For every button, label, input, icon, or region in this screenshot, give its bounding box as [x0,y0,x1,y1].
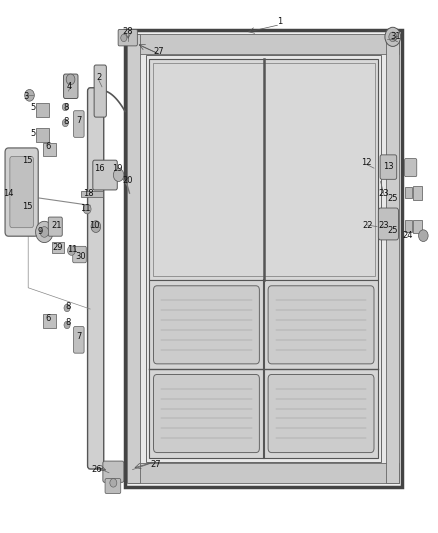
FancyBboxPatch shape [48,217,62,236]
Text: 8: 8 [64,117,69,126]
FancyBboxPatch shape [74,111,84,138]
Circle shape [64,304,70,312]
FancyBboxPatch shape [103,461,124,482]
Circle shape [113,168,124,181]
Bar [81,191,103,197]
Text: 6: 6 [45,314,50,323]
Text: 23: 23 [379,189,389,198]
Text: 16: 16 [94,164,104,173]
Bar [149,59,378,280]
FancyBboxPatch shape [380,155,397,179]
FancyBboxPatch shape [73,246,86,263]
Text: 25: 25 [388,226,398,235]
Bar [405,187,413,198]
FancyBboxPatch shape [268,375,374,453]
Circle shape [62,103,68,111]
Circle shape [64,321,70,329]
FancyBboxPatch shape [64,74,78,99]
Circle shape [40,227,49,237]
FancyBboxPatch shape [405,159,417,176]
Text: 5: 5 [31,102,36,111]
FancyBboxPatch shape [5,148,38,236]
Text: 19: 19 [113,164,123,173]
FancyBboxPatch shape [153,286,259,364]
FancyBboxPatch shape [105,479,121,494]
Text: 12: 12 [361,158,372,167]
Text: 21: 21 [51,221,62,230]
Text: 27: 27 [153,47,164,55]
Text: 8: 8 [64,102,69,111]
Bar [129,34,399,54]
Text: 31: 31 [391,33,401,42]
Bar [129,463,399,483]
Text: 18: 18 [83,189,93,198]
Circle shape [25,90,34,101]
FancyBboxPatch shape [88,88,104,469]
Text: 5: 5 [31,129,36,138]
Text: 11: 11 [67,245,78,254]
Bar [36,128,49,142]
FancyBboxPatch shape [94,65,106,117]
FancyBboxPatch shape [153,375,259,453]
Text: 10: 10 [89,221,100,230]
Text: 6: 6 [45,142,50,151]
Circle shape [66,74,75,85]
Text: 15: 15 [21,156,32,165]
Bar [149,280,378,458]
FancyBboxPatch shape [93,160,117,190]
Text: 29: 29 [52,244,63,253]
Bar [133,39,395,478]
Circle shape [385,27,401,46]
Text: 1: 1 [278,18,283,27]
Text: 3: 3 [23,92,29,101]
Bar [405,220,413,232]
Text: 2: 2 [96,73,102,82]
Text: 28: 28 [123,27,134,36]
Text: 20: 20 [122,176,133,185]
Text: 22: 22 [362,221,373,230]
FancyBboxPatch shape [378,208,399,240]
Bar [413,186,422,199]
Text: 8: 8 [66,318,71,327]
Circle shape [419,230,428,241]
Text: 14: 14 [4,189,14,198]
Text: 23: 23 [379,221,389,230]
Text: 15: 15 [21,203,32,212]
Circle shape [110,479,117,487]
Bar [127,34,141,483]
Circle shape [67,246,75,255]
Text: 4: 4 [67,82,72,91]
FancyBboxPatch shape [10,157,33,228]
Text: 25: 25 [388,194,398,203]
Text: 24: 24 [403,231,413,240]
Circle shape [62,119,68,127]
Bar [125,30,403,487]
Bar [42,143,56,157]
Text: 30: 30 [75,253,85,261]
Text: 8: 8 [66,302,71,311]
Text: 9: 9 [37,228,42,237]
FancyBboxPatch shape [268,286,374,364]
Bar [139,47,389,470]
Circle shape [35,221,53,243]
Text: 26: 26 [92,465,102,474]
FancyBboxPatch shape [74,327,84,353]
Circle shape [389,32,397,42]
Bar [36,103,49,117]
Circle shape [83,204,91,214]
Bar [152,63,375,276]
Text: 7: 7 [77,116,82,125]
Circle shape [121,34,127,42]
Text: 7: 7 [77,332,82,341]
Circle shape [91,221,101,232]
Text: 13: 13 [383,162,394,171]
FancyBboxPatch shape [118,29,138,46]
Text: 27: 27 [150,460,161,469]
Bar [52,241,64,253]
Bar [146,55,381,462]
Text: 11: 11 [81,204,91,213]
Bar [386,34,399,483]
Bar [413,220,422,233]
Bar [42,314,56,328]
